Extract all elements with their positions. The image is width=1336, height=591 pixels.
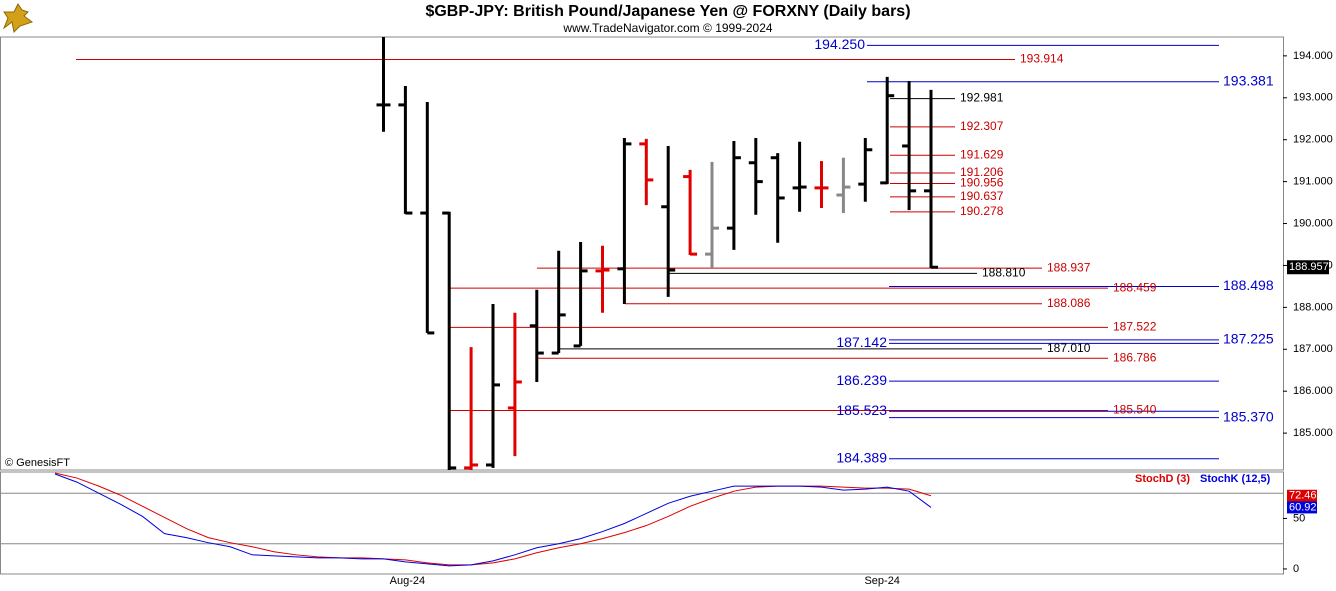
- legend-entry: StochD (3): [1135, 473, 1190, 485]
- logo: [2, 3, 34, 34]
- y-tick-label: 190.000: [1293, 217, 1333, 229]
- level-label: 185.370: [1223, 408, 1274, 424]
- credit: © GenesisFT: [5, 457, 70, 469]
- level-label: 191.629: [960, 147, 1004, 161]
- level-label: 192.307: [960, 119, 1004, 133]
- value-box: [1287, 489, 1317, 502]
- x-tick-label: Aug-24: [390, 575, 425, 587]
- level-label: 188.498: [1223, 277, 1274, 293]
- level-label: 187.142: [836, 334, 887, 350]
- price-plot: [76, 37, 1219, 470]
- y-tick-label: 185.000: [1293, 427, 1333, 439]
- level-label: 185.540: [1113, 403, 1157, 417]
- level-label: 184.389: [836, 449, 887, 465]
- y-tick-label: 193.000: [1293, 92, 1333, 104]
- value-label: 60.92: [1289, 501, 1317, 513]
- level-label: 187.225: [1223, 331, 1274, 347]
- stoch-line: [54, 473, 932, 567]
- last-price: 188.957: [1289, 261, 1329, 273]
- level-label: 187.522: [1113, 320, 1157, 334]
- main-panel: [0, 36, 1284, 471]
- title: $GBP-JPY: British Pound/Japanese Yen @ F…: [425, 3, 910, 20]
- level-label: 190.956: [960, 176, 1004, 190]
- level-label: 188.937: [1047, 260, 1091, 274]
- level-label: 186.786: [1113, 350, 1157, 364]
- level-label: 190.637: [960, 189, 1004, 203]
- level-label: 188.086: [1047, 296, 1091, 310]
- level-label: 188.810: [982, 266, 1026, 280]
- level-label: 193.914: [1020, 52, 1064, 66]
- y-tick-label: 194.000: [1293, 50, 1333, 62]
- y-tick-label: 192.000: [1293, 134, 1333, 146]
- level-label: 187.010: [1047, 341, 1091, 355]
- level-label: 192.981: [960, 91, 1004, 105]
- subtitle: www.TradeNavigator.com © 1999-2024: [562, 21, 772, 35]
- level-label: 194.250: [814, 36, 865, 52]
- y-tick-label: 188.000: [1293, 301, 1333, 313]
- y-tick-label: 186.000: [1293, 385, 1333, 397]
- level-label: 191.206: [960, 165, 1004, 179]
- last-price-box: [1287, 260, 1329, 275]
- stoch-panel: [0, 471, 1284, 575]
- level-label: 190.278: [960, 204, 1004, 218]
- stoch-plot: [0, 472, 1283, 567]
- level-label: 186.239: [836, 372, 887, 388]
- value-label: 72.46: [1289, 490, 1317, 502]
- value-box: [1287, 501, 1317, 514]
- y-tick-label: 0: [1293, 563, 1299, 575]
- y-tick-label: 187.000: [1293, 343, 1333, 355]
- level-label: 193.381: [1223, 73, 1274, 89]
- level-label: 188.459: [1113, 280, 1157, 294]
- y-tick-label: 191.000: [1293, 176, 1333, 188]
- legend-entry: StochK (12,5): [1200, 473, 1271, 485]
- x-tick-label: Sep-24: [864, 575, 899, 587]
- y-tick-label: 50: [1293, 512, 1305, 524]
- level-label: 185.523: [836, 402, 887, 418]
